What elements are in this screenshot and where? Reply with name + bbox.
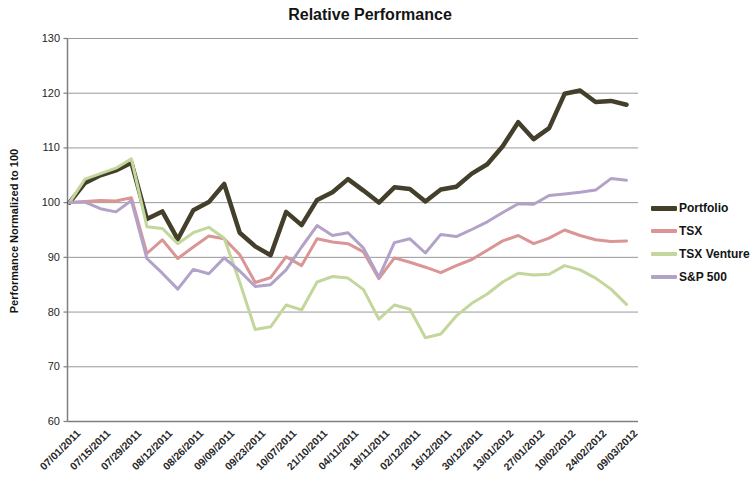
y-tick-label: 80 <box>26 306 60 318</box>
y-tick-label: 110 <box>26 141 60 153</box>
y-tick-label: 70 <box>26 360 60 372</box>
relative-performance-chart: Relative Performance Performance Normali… <box>0 0 753 495</box>
series-line-tsx <box>70 198 627 283</box>
legend-item-s-p-500: S&P 500 <box>651 270 750 284</box>
legend: Portfolio TSX TSX Venture S&P 500 <box>651 201 750 293</box>
y-tick-label: 90 <box>26 251 60 263</box>
y-tick-label: 130 <box>26 32 60 44</box>
y-tick-label: 120 <box>26 87 60 99</box>
series-line-portfolio <box>70 91 627 256</box>
legend-label: TSX <box>679 224 702 238</box>
legend-line-swatch <box>651 229 677 233</box>
legend-item-tsx-venture: TSX Venture <box>651 247 750 261</box>
plot-area <box>0 0 753 495</box>
legend-line-swatch <box>651 252 677 256</box>
y-tick-label: 60 <box>26 415 60 427</box>
legend-label: Portfolio <box>679 201 728 215</box>
legend-item-portfolio: Portfolio <box>651 201 750 215</box>
legend-line-swatch <box>651 206 677 211</box>
y-tick-label: 100 <box>26 196 60 208</box>
legend-label: S&P 500 <box>679 270 727 284</box>
series-line-s-p-500 <box>70 179 627 290</box>
legend-line-swatch <box>651 275 677 279</box>
legend-item-tsx: TSX <box>651 224 750 238</box>
legend-label: TSX Venture <box>679 247 750 261</box>
